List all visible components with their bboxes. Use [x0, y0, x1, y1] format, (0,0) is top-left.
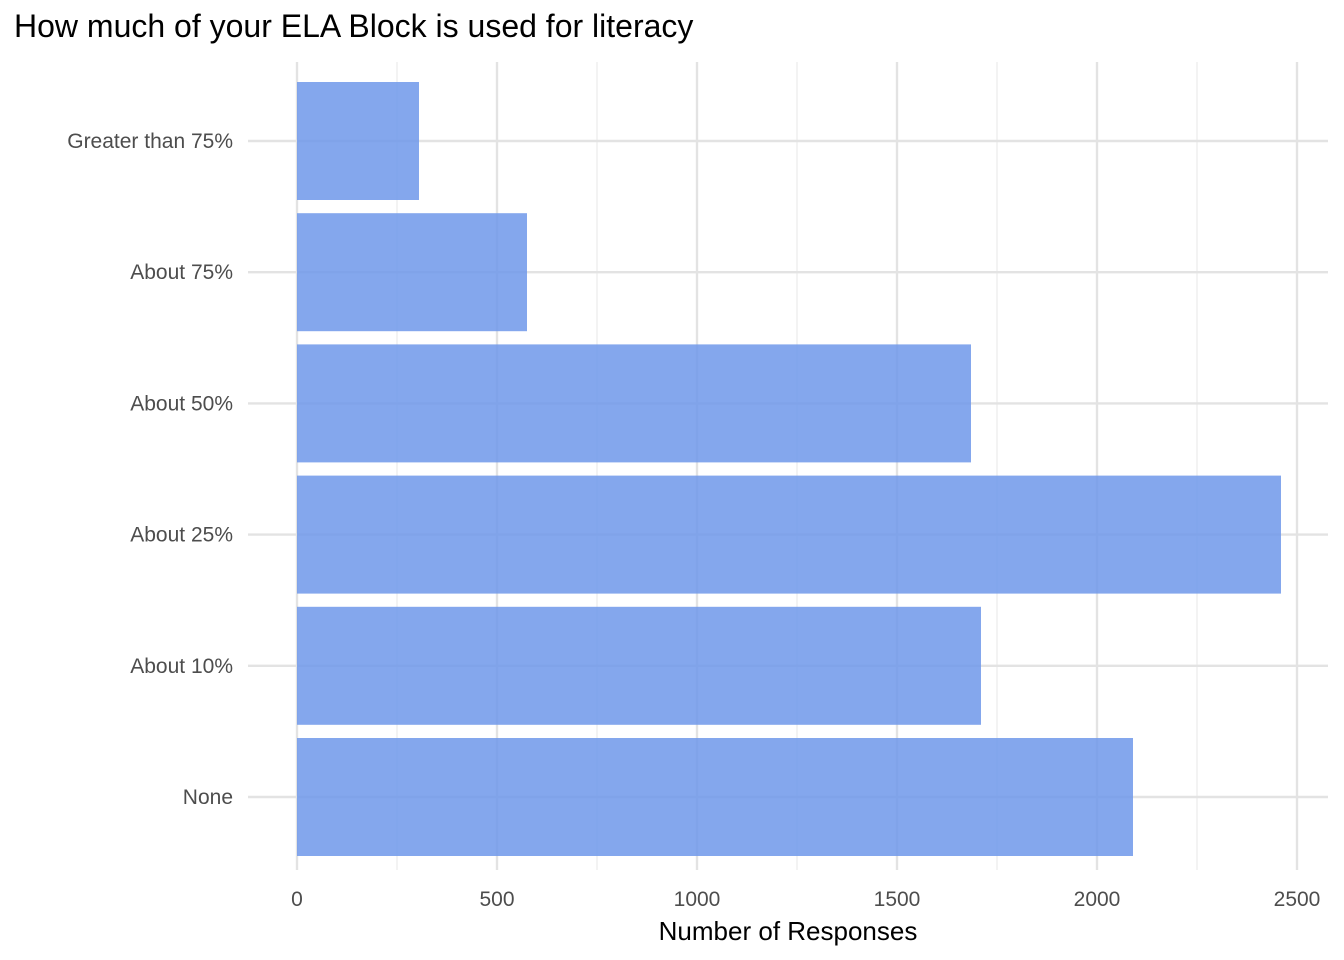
bar: [297, 213, 527, 332]
x-tick-label: 2500: [1274, 888, 1321, 911]
x-axis-tick-labels: 0 500 1000 1500 2000 2500: [291, 888, 1320, 911]
bar: [297, 475, 1281, 594]
bar: [297, 738, 1133, 856]
x-tick-label: 1000: [674, 888, 721, 911]
x-tick-label: 500: [479, 888, 514, 911]
x-tick-label: 1500: [874, 888, 921, 911]
y-axis-tick-labels: None About 10% About 25% About 50% About 75%…: [67, 130, 233, 809]
bars: [297, 82, 1281, 856]
x-axis-title: Number of Responses: [659, 916, 918, 946]
bar: [297, 82, 419, 200]
chart-title: How much of your ELA Block is used for l…: [14, 8, 694, 44]
x-tick-label: 2000: [1074, 888, 1121, 911]
y-tick-label: None: [183, 786, 233, 809]
y-tick-label: About 25%: [130, 524, 233, 547]
y-tick-label: About 10%: [130, 655, 233, 678]
bar: [297, 344, 971, 463]
x-tick-label: 0: [291, 888, 303, 911]
bar: [297, 606, 981, 725]
y-tick-label: About 50%: [130, 392, 233, 415]
y-tick-label: About 75%: [130, 261, 233, 284]
y-tick-label: Greater than 75%: [67, 130, 233, 153]
